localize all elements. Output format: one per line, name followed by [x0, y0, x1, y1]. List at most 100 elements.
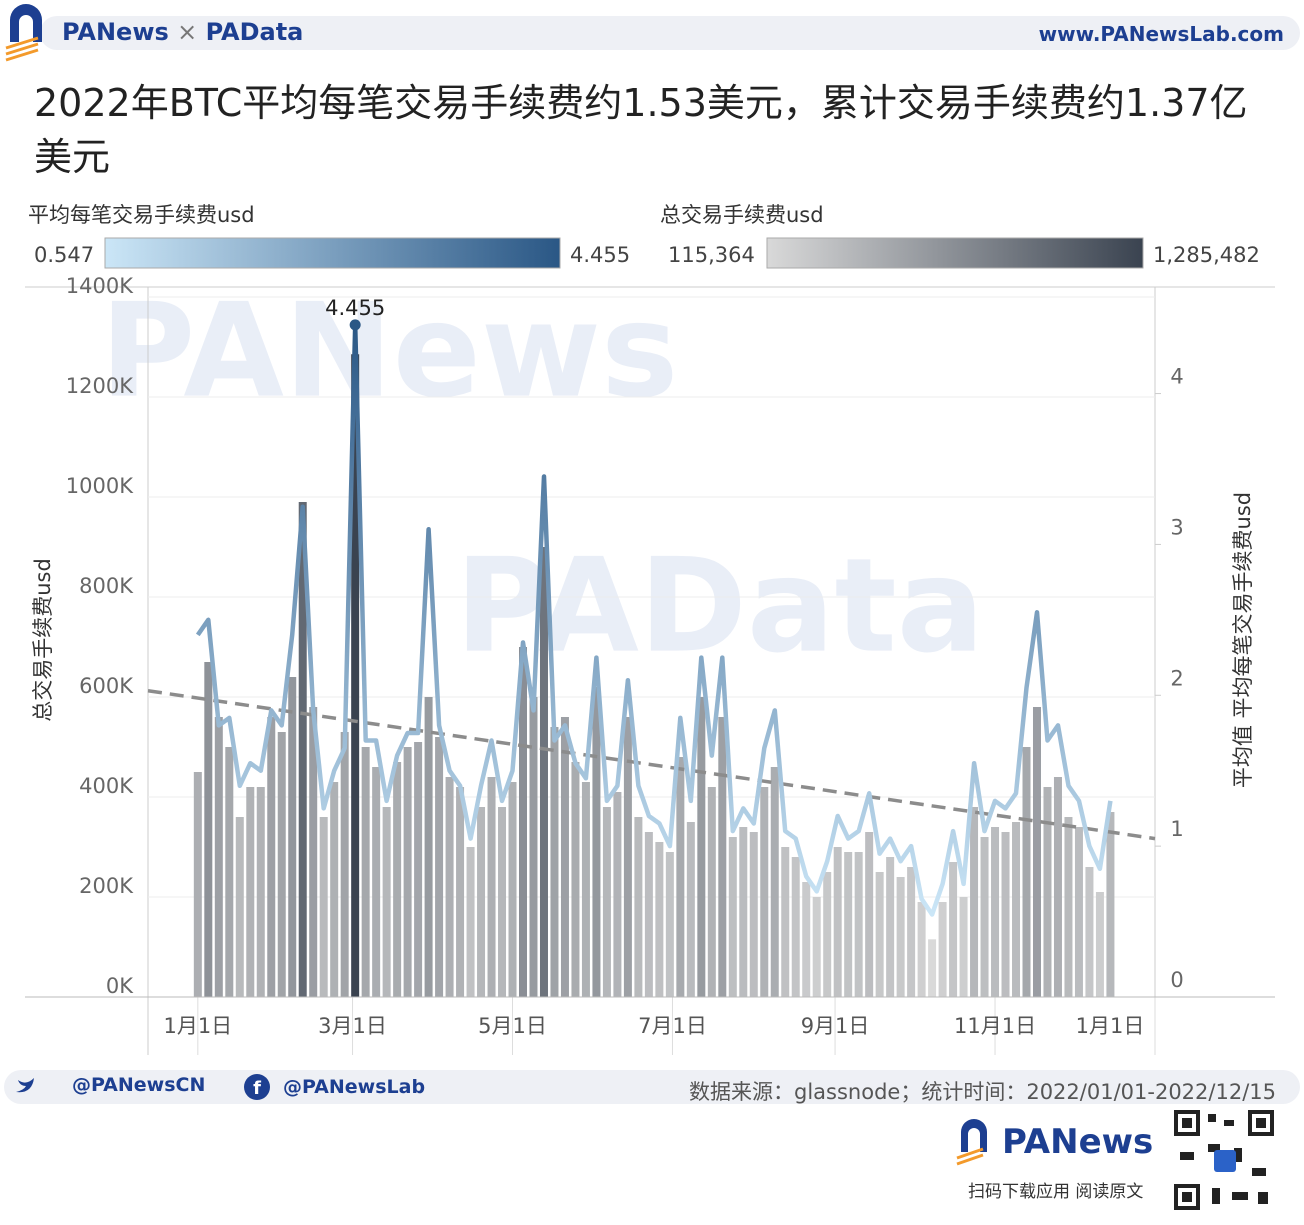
- y2-tick-label: 3: [1170, 515, 1183, 539]
- bar: [760, 787, 769, 997]
- bar: [886, 857, 895, 997]
- bar: [791, 857, 800, 997]
- bar: [980, 837, 989, 997]
- x-tick-label: 11月1日: [954, 1014, 1036, 1038]
- bar: [351, 354, 360, 997]
- line: [195, 322, 1113, 917]
- bar: [896, 877, 905, 997]
- y-tick-label: 400K: [79, 774, 134, 798]
- bar: [1001, 832, 1010, 997]
- bar: [487, 777, 496, 997]
- x-tick-label: 1月1日: [163, 1014, 232, 1038]
- bar: [277, 732, 286, 997]
- legend-max: 4.455: [570, 243, 630, 267]
- bar: [844, 852, 853, 997]
- times: ×: [177, 18, 198, 46]
- logo: [5, 4, 42, 62]
- url: www.PANewsLab.com: [1038, 22, 1284, 46]
- bar: [854, 852, 863, 997]
- bar: [970, 807, 979, 997]
- facebook: @PANewsLab: [283, 1076, 426, 1098]
- y-tick-label: 600K: [79, 674, 134, 698]
- bar: [424, 697, 433, 997]
- bar: [414, 742, 423, 997]
- bar: [319, 817, 328, 997]
- bar: [340, 732, 349, 997]
- bar: [477, 807, 486, 997]
- bar: [1095, 892, 1104, 997]
- bar: [193, 772, 202, 997]
- watermark: PANews: [100, 275, 678, 427]
- y2-tick-label: 1: [1170, 817, 1183, 841]
- bar: [539, 547, 548, 997]
- x-tick-label: 9月1日: [801, 1014, 870, 1038]
- peak-marker: [349, 319, 361, 331]
- x-tick-label: 5月1日: [478, 1014, 547, 1038]
- bar: [644, 832, 653, 997]
- bar: [739, 827, 748, 997]
- bar: [676, 757, 685, 997]
- bar: [802, 882, 811, 997]
- bar: [812, 897, 821, 997]
- x-tick-label: 7月1日: [638, 1014, 707, 1038]
- bar: [1074, 827, 1083, 997]
- bar: [833, 847, 842, 997]
- bar: [718, 717, 727, 997]
- y2-tick-label: 4: [1170, 365, 1183, 389]
- trend-line: [147, 689, 1156, 841]
- header-bar: [40, 16, 1300, 50]
- bar: [309, 707, 318, 997]
- bar: [613, 792, 622, 997]
- source: 数据来源：glassnode；统计时间：2022/01/01-2022/12/1…: [689, 1080, 1276, 1104]
- app-name: PANews: [1002, 1122, 1154, 1162]
- legend-min: 0.547: [34, 243, 94, 267]
- bar: [1085, 867, 1094, 997]
- bar: [225, 747, 234, 997]
- bar: [1012, 822, 1021, 997]
- bar: [529, 697, 538, 997]
- bar: [498, 807, 507, 997]
- bar: [256, 787, 265, 997]
- bar: [298, 502, 307, 997]
- bar: [917, 902, 926, 997]
- bar: [686, 822, 695, 997]
- legend-min: 115,364: [668, 243, 755, 267]
- app-note: 扫码下载应用 阅读原文: [968, 1182, 1144, 1202]
- bar: [330, 782, 339, 997]
- bar: [214, 717, 223, 997]
- bar: [550, 727, 559, 997]
- bar: [634, 817, 643, 997]
- legend-title: 总交易手续费usd: [660, 203, 824, 227]
- bar: [949, 862, 958, 997]
- bar: [393, 762, 402, 997]
- peak-label: 4.455: [325, 296, 385, 320]
- bar: [361, 747, 370, 997]
- bar: [991, 827, 1000, 997]
- bar: [403, 747, 412, 997]
- qr-code: [1172, 1108, 1276, 1212]
- bar: [204, 662, 213, 997]
- bar: [519, 647, 528, 997]
- bar: [1064, 817, 1073, 997]
- y-tick-label: 1200K: [66, 374, 134, 398]
- bar: [288, 677, 297, 997]
- bar: [875, 872, 884, 997]
- legend-ramp: [766, 237, 1144, 269]
- bar: [907, 867, 916, 997]
- legend-title: 平均每笔交易手续费usd: [28, 203, 255, 227]
- bar: [665, 852, 674, 997]
- y-tick-label: 1000K: [66, 474, 134, 498]
- y2-tick-label: 0: [1170, 968, 1183, 992]
- bar: [1032, 707, 1041, 997]
- bar: [382, 807, 391, 997]
- bar: [770, 767, 779, 997]
- bar: [267, 717, 276, 997]
- bar: [246, 787, 255, 997]
- bar: [938, 902, 947, 997]
- y-tick-label: 0K: [106, 974, 134, 998]
- bar: [592, 687, 601, 997]
- bar: [728, 837, 737, 997]
- y-tick-label: 200K: [79, 874, 134, 898]
